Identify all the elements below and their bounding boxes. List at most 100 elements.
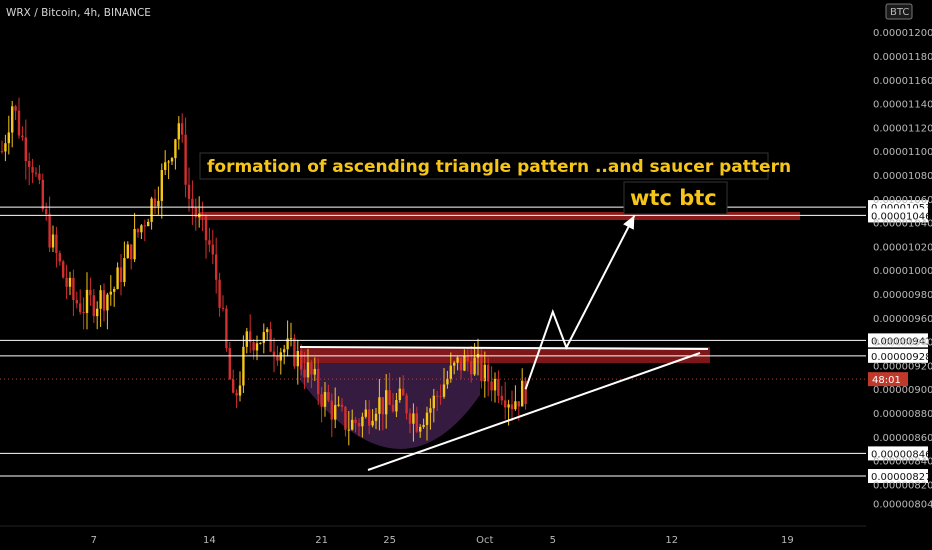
candle-body	[395, 399, 398, 412]
candle-body	[221, 307, 225, 309]
pattern-annotation-text[interactable]: formation of ascending triangle pattern …	[207, 157, 791, 177]
candle-body	[286, 338, 289, 350]
candle-body	[266, 329, 269, 333]
candle-body	[429, 408, 432, 413]
ascending-support-line[interactable]	[367, 352, 701, 471]
y-tick-label: 0.00000900	[873, 385, 932, 396]
x-tick-label: 12	[665, 535, 678, 546]
projection-arrow-line[interactable]	[524, 214, 636, 390]
level-price-label: 0.00000928	[871, 352, 931, 363]
currency-badge[interactable]: BTC	[890, 7, 909, 18]
projection-arrow-head	[623, 215, 635, 230]
candle-body	[310, 362, 313, 375]
candle-body	[157, 200, 160, 207]
candle-body	[167, 161, 170, 163]
candle-body	[126, 244, 129, 259]
y-tick-label: 0.00001060	[873, 195, 932, 206]
candle-body	[160, 169, 163, 201]
candle-body	[330, 400, 333, 420]
candle-body	[85, 289, 89, 313]
candle-body	[442, 384, 446, 397]
candle-body	[55, 234, 58, 254]
candle-body	[92, 295, 95, 317]
symbol-info: WRX / Bitcoin, 4h, BINANCE	[6, 7, 151, 19]
time-axis[interactable]: 7 14 21 25 Oct 5 12 19	[91, 535, 794, 546]
x-tick-label: Oct	[476, 535, 493, 546]
candle-body	[249, 331, 252, 343]
candle-body	[41, 179, 44, 210]
candle-body	[17, 110, 21, 136]
candle-body	[453, 362, 456, 366]
candle-body	[211, 244, 214, 255]
candle-body	[113, 288, 116, 292]
candle-body	[507, 404, 510, 408]
pair-annotation-text[interactable]: wtc btc	[630, 186, 717, 210]
candle-body	[500, 395, 503, 401]
candle-body	[140, 225, 143, 233]
x-tick-label: 25	[383, 535, 396, 546]
candle-body	[456, 357, 459, 363]
level-price-label: 0.00000846	[871, 449, 931, 460]
candle-body	[68, 277, 72, 287]
candle-body	[235, 392, 238, 396]
candle-body	[490, 381, 493, 391]
timer-label: 48:01	[872, 375, 901, 386]
candle-body	[425, 412, 429, 425]
candle-body	[262, 332, 265, 343]
candle-body	[300, 350, 303, 370]
x-tick-label: 14	[203, 535, 216, 546]
candle-body	[62, 261, 65, 278]
candle-body	[340, 404, 344, 407]
candle-body	[150, 198, 153, 222]
pattern-annotation-box	[199, 152, 769, 180]
y-tick-label: 0.00001140	[873, 100, 932, 111]
candle-body	[194, 207, 197, 218]
price-axis[interactable]: 0.00001200 0.00001180 0.00001160 0.00001140…	[873, 28, 932, 510]
candle-body	[408, 413, 412, 424]
candle-body	[58, 253, 61, 262]
level-label-box	[868, 446, 928, 461]
candle-body	[439, 396, 442, 398]
candle-body	[419, 426, 422, 432]
candle-body	[422, 424, 425, 427]
currency-badge-box[interactable]	[885, 3, 913, 20]
candle-body	[436, 395, 439, 397]
candle-body	[96, 308, 99, 317]
candle-body	[470, 360, 473, 375]
candle-body	[487, 364, 490, 382]
candle-body	[493, 378, 497, 391]
y-tick-label: 0.00001160	[873, 76, 932, 87]
y-tick-label: 0.00001080	[873, 171, 932, 182]
candle-body	[378, 397, 381, 414]
level-label-box	[868, 348, 928, 363]
candle-body	[283, 349, 286, 353]
candle-body	[208, 240, 211, 245]
y-tick-label: 0.00000880	[873, 409, 932, 420]
candle-body	[0, 151, 4, 153]
candle-body	[412, 413, 415, 424]
candle-body	[191, 198, 194, 208]
candle-body	[391, 404, 395, 412]
candle-body	[218, 279, 221, 308]
candle-body	[480, 353, 483, 382]
candle-body	[473, 357, 476, 375]
candle-body	[344, 406, 347, 430]
candle-body	[21, 135, 24, 138]
candle-body	[296, 350, 299, 367]
candle-body	[187, 184, 191, 199]
candle-body	[133, 228, 136, 260]
y-tick-label: 0.00000920	[873, 361, 932, 372]
triangle-resistance-line[interactable]	[299, 346, 709, 350]
candle-body	[45, 209, 48, 215]
candle-body	[11, 106, 14, 133]
candle-body	[354, 419, 357, 424]
y-tick-label: 0.00001200	[873, 28, 932, 39]
y-tick-label: 0.00000980	[873, 290, 932, 301]
y-tick-label: 0.00001000	[873, 266, 932, 277]
candle-body	[174, 139, 177, 159]
candle-body	[459, 357, 463, 371]
candle-body	[238, 385, 242, 396]
candle-body	[119, 267, 123, 283]
